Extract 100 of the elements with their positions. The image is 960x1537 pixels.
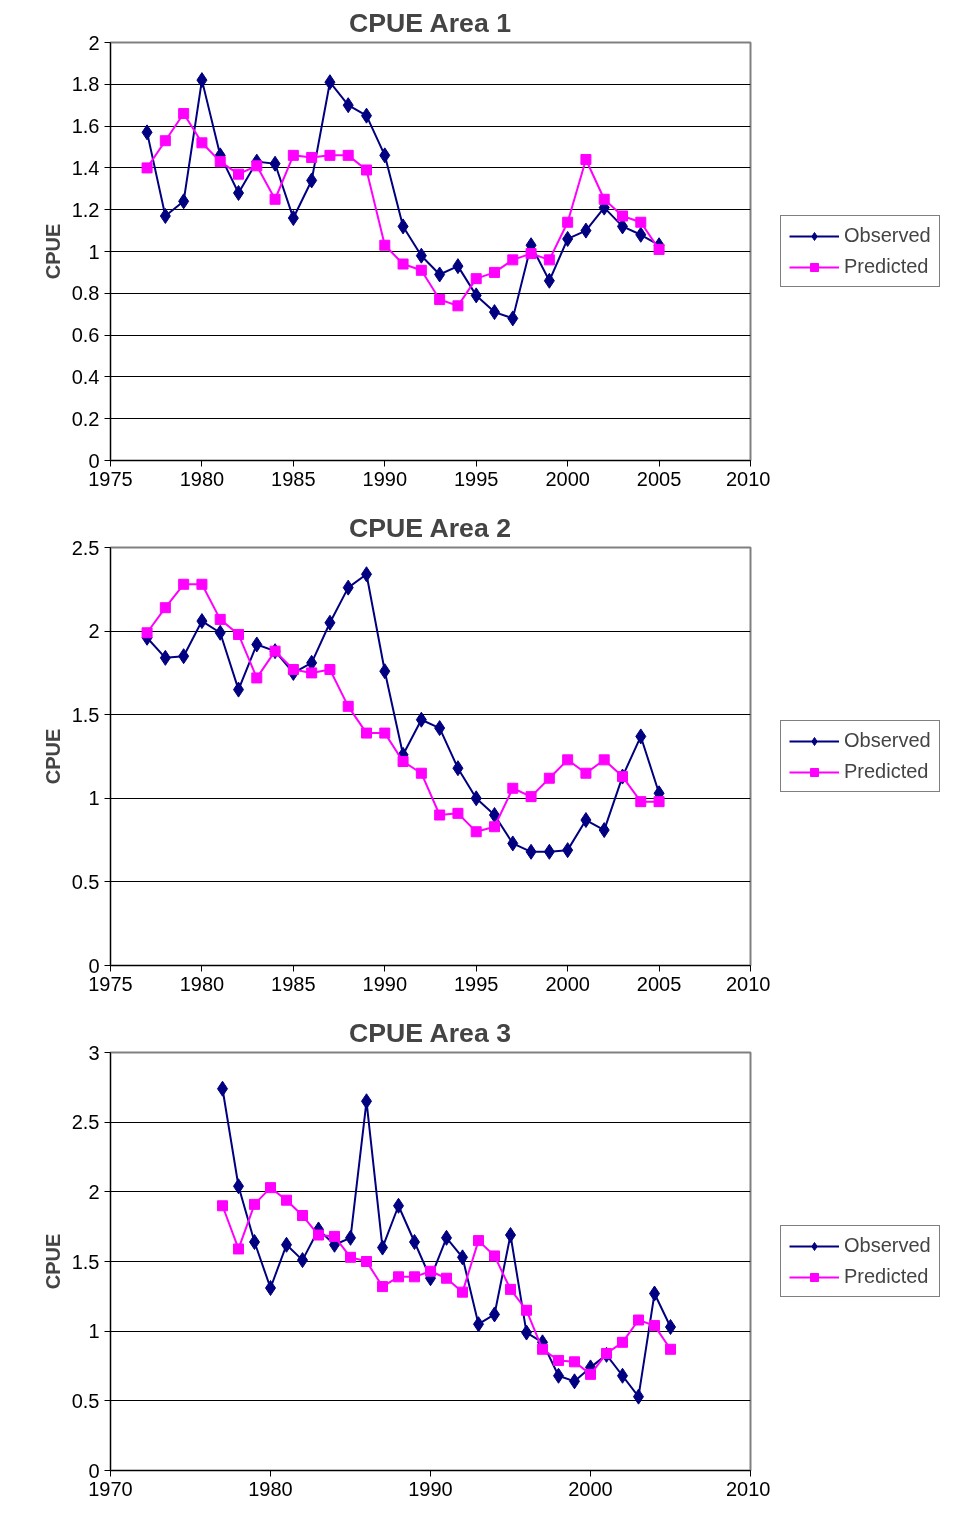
- point: [543, 272, 555, 289]
- point: [562, 842, 574, 859]
- point: [379, 239, 391, 251]
- point: [281, 1194, 292, 1206]
- x-tick-label: 1980: [248, 1477, 293, 1500]
- y-axis-title: CPUE: [41, 728, 64, 785]
- chart-title: CPUE Area 3: [349, 1017, 511, 1048]
- point: [251, 672, 263, 684]
- y-tick-label: 2: [88, 1180, 100, 1203]
- point: [415, 711, 427, 728]
- legend-label: Predicted: [844, 760, 929, 783]
- point: [313, 1229, 324, 1241]
- point: [562, 216, 574, 228]
- y-tick-label: 1.5: [71, 703, 100, 726]
- point: [287, 664, 299, 676]
- point: [525, 843, 537, 860]
- point: [507, 835, 519, 852]
- point: [580, 154, 592, 166]
- point: [251, 160, 263, 172]
- y-tick-label: 0.5: [71, 1389, 100, 1412]
- point: [537, 1343, 548, 1355]
- point: [324, 614, 336, 631]
- point: [306, 172, 318, 189]
- point: [342, 97, 354, 114]
- point: [196, 578, 208, 590]
- point: [507, 782, 519, 794]
- point: [324, 149, 336, 161]
- point: [379, 663, 391, 680]
- point: [196, 613, 208, 630]
- point: [452, 760, 464, 777]
- point: [233, 628, 244, 640]
- y-tick-label: 0.8: [71, 282, 100, 305]
- point: [287, 149, 299, 161]
- point: [452, 807, 464, 819]
- x-tick-label: 1995: [453, 467, 499, 490]
- chart-title: CPUE Area 2: [349, 512, 511, 543]
- point: [598, 822, 610, 839]
- x-tick-label: 1990: [362, 972, 408, 995]
- point: [217, 1200, 228, 1212]
- x-tick-label: 2010: [726, 1477, 771, 1500]
- point: [635, 216, 647, 228]
- point: [562, 754, 574, 766]
- y-tick-label: 1.2: [71, 198, 100, 221]
- x-tick-label: 2000: [568, 1477, 613, 1500]
- y-tick-label: 2.5: [71, 536, 100, 559]
- point: [598, 193, 610, 205]
- legend-label: Predicted: [844, 255, 929, 278]
- y-tick-label: 1: [88, 240, 100, 263]
- x-tick-label: 1990: [408, 1477, 453, 1500]
- point: [665, 1343, 676, 1355]
- point: [233, 1243, 244, 1255]
- point: [178, 108, 190, 120]
- point: [507, 310, 519, 327]
- point: [525, 248, 537, 260]
- point: [649, 1320, 660, 1332]
- point: [507, 254, 519, 266]
- y-tick-label: 0.5: [71, 870, 100, 893]
- point: [425, 1265, 436, 1277]
- x-tick-label: 1985: [271, 467, 316, 490]
- y-tick-label: 2: [88, 620, 100, 643]
- point: [415, 767, 427, 779]
- point: [214, 624, 226, 641]
- x-tick-label: 1985: [271, 972, 316, 995]
- point: [543, 772, 555, 784]
- point: [601, 1347, 612, 1359]
- point: [489, 821, 500, 833]
- x-tick-label: 2010: [726, 972, 771, 995]
- point: [489, 1250, 500, 1262]
- point: [441, 1272, 452, 1284]
- point: [525, 791, 537, 803]
- point: [141, 124, 153, 141]
- y-tick-label: 0.4: [71, 365, 100, 388]
- point: [361, 1256, 372, 1267]
- point: [397, 218, 409, 235]
- x-tick-label: 1980: [179, 467, 225, 490]
- y-tick-label: 1: [88, 787, 100, 810]
- point: [379, 727, 391, 739]
- point: [470, 826, 482, 838]
- point: [178, 578, 190, 590]
- point: [342, 700, 354, 712]
- legend-label: Observed: [844, 1234, 931, 1257]
- point: [297, 1210, 308, 1222]
- x-tick-label: 2005: [636, 467, 682, 490]
- x-tick-label: 1995: [453, 972, 499, 995]
- point: [361, 164, 372, 176]
- x-tick-label: 2010: [726, 467, 771, 490]
- point: [409, 1271, 420, 1283]
- point: [324, 664, 336, 676]
- point: [159, 649, 171, 666]
- point: [397, 756, 409, 768]
- legend-label: Observed: [844, 729, 931, 752]
- x-tick-label: 2000: [545, 972, 590, 995]
- point: [434, 266, 446, 283]
- point: [580, 222, 592, 239]
- point: [214, 156, 226, 168]
- point: [635, 728, 647, 745]
- point: [324, 74, 336, 91]
- point: [598, 754, 610, 766]
- point: [342, 579, 354, 596]
- x-tick-label: 2005: [636, 972, 682, 995]
